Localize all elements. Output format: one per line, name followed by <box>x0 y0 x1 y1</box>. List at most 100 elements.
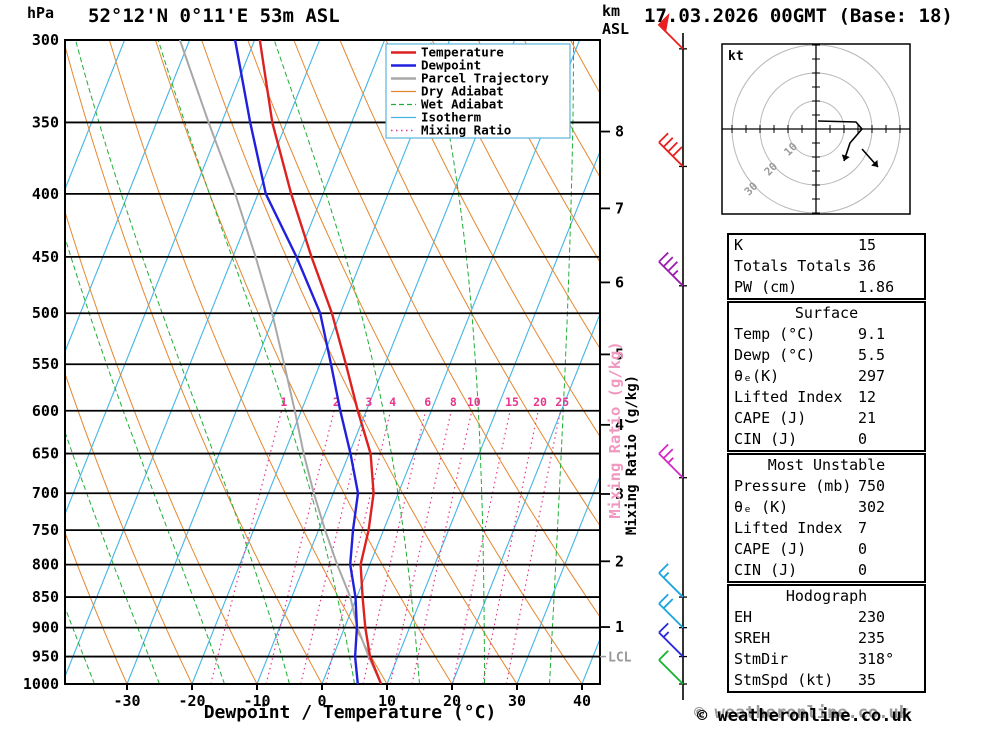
svg-text:6: 6 <box>615 273 624 291</box>
stat-label: Dewp (°C) <box>734 346 816 364</box>
stat-row: CIN (J) 0 <box>729 560 924 581</box>
svg-text:1: 1 <box>280 395 287 409</box>
wind-barb <box>658 593 684 629</box>
stat-table: Hodograph EH 230 SREH 235 StmDir 318° StmSpd (k… <box>727 584 926 693</box>
svg-text:8: 8 <box>450 395 457 409</box>
svg-text:Temperature: Temperature <box>421 45 504 60</box>
stat-label: θₑ (K) <box>734 498 789 516</box>
svg-text:800: 800 <box>32 556 59 574</box>
wind-barb <box>658 251 684 287</box>
svg-text:Wet Adiabat: Wet Adiabat <box>421 97 504 112</box>
svg-text:600: 600 <box>32 402 59 420</box>
wind-barb <box>657 12 684 50</box>
stat-label: Lifted Index <box>734 519 843 537</box>
stat-table-title: Most Unstable <box>767 456 886 474</box>
stat-value: 302 <box>858 498 886 516</box>
svg-text:650: 650 <box>32 445 59 463</box>
svg-text:900: 900 <box>32 619 59 637</box>
stat-table-title: Surface <box>794 304 859 322</box>
stat-table: Most Unstable Pressure (mb) 750 θₑ (K) 302 Li… <box>727 453 926 583</box>
wind-barb <box>658 443 684 479</box>
svg-text:Isotherm: Isotherm <box>421 110 482 125</box>
stat-value: 0 <box>858 430 868 448</box>
copyright: © weatheronline.co.uk <box>697 706 912 726</box>
svg-text:Dewpoint: Dewpoint <box>421 58 481 73</box>
svg-text:-20: -20 <box>178 692 205 710</box>
svg-text:15: 15 <box>505 395 519 409</box>
stat-value: 230 <box>858 608 886 626</box>
svg-text:20: 20 <box>443 692 461 710</box>
stat-row: Lifted Index 7 <box>729 518 924 539</box>
svg-text:-10: -10 <box>243 692 270 710</box>
stat-row: K 15 <box>729 235 924 256</box>
stat-row: CIN (J) 0 <box>729 429 924 450</box>
stat-label: K <box>734 236 744 254</box>
stat-value: 36 <box>858 257 877 275</box>
stat-row: EH 230 <box>729 607 924 628</box>
svg-text:8: 8 <box>615 123 624 141</box>
altitude-axis-unit: km ASL <box>602 2 629 38</box>
stat-value: 9.1 <box>858 325 886 343</box>
svg-text:3: 3 <box>365 395 372 409</box>
svg-text:10: 10 <box>378 692 396 710</box>
stat-table: K 15 Totals Totals 36 PW (cm) 1.86 <box>727 233 926 300</box>
wind-barb <box>658 132 684 168</box>
copyright-watermark: © weatheronline.co.uk <box>694 703 909 723</box>
svg-text:-30: -30 <box>113 692 140 710</box>
station-title: 52°12'N 0°11'E 53m ASL <box>88 5 340 27</box>
stat-label: PW (cm) <box>734 278 798 296</box>
stat-label: CAPE (J) <box>734 409 807 427</box>
stat-label: Pressure (mb) <box>734 477 852 495</box>
stat-label: CIN (J) <box>734 430 798 448</box>
stat-row: θₑ(K) 297 <box>729 366 924 387</box>
run-datetime: 17.03.2026 00GMT (Base: 18) <box>644 5 953 27</box>
altitude-unit-asl: ASL <box>602 20 630 38</box>
temperature-axis: -30 -20 -10 0 10 20 30 40 <box>113 684 591 710</box>
stat-row: PW (cm) 1.86 <box>729 277 924 298</box>
hodograph-trace <box>817 120 864 162</box>
svg-text:0: 0 <box>317 692 326 710</box>
stat-value: 235 <box>858 629 886 647</box>
svg-text:1: 1 <box>615 618 624 636</box>
wind-barb-column <box>657 12 687 700</box>
svg-text:4: 4 <box>615 416 624 434</box>
stat-label: Temp (°C) <box>734 325 816 343</box>
stat-label: StmDir <box>734 650 789 668</box>
stats-tables: K 15 Totals Totals 36 PW (cm) 1.86 Surface Temp… <box>727 233 926 694</box>
plot-border <box>64 39 601 685</box>
svg-text:550: 550 <box>32 355 59 373</box>
svg-text:10: 10 <box>467 395 481 409</box>
stat-label: Totals Totals <box>734 257 852 275</box>
stat-value: 0 <box>858 561 868 579</box>
stat-row: StmDir 318° <box>729 649 924 670</box>
stat-value: 318° <box>858 650 895 668</box>
dewpoint-curve <box>233 40 360 684</box>
stat-value: 7 <box>858 519 868 537</box>
svg-text:850: 850 <box>32 588 59 606</box>
altitude-unit-km: km <box>602 2 621 20</box>
stat-row: Totals Totals 36 <box>729 256 924 277</box>
stat-value: 0 <box>858 540 868 558</box>
wind-barb <box>658 563 684 598</box>
hodograph-unit-label: kt <box>728 49 744 64</box>
stat-row: SREH 235 <box>729 628 924 649</box>
stat-row: Temp (°C) 9.1 <box>729 324 924 345</box>
wind-barb <box>658 622 684 658</box>
svg-text:300: 300 <box>32 31 59 49</box>
svg-text:1000: 1000 <box>23 675 59 693</box>
stat-table-title: Hodograph <box>785 587 868 605</box>
stat-value: 15 <box>858 236 877 254</box>
sounding-curves <box>178 40 383 684</box>
stat-label: EH <box>734 608 753 626</box>
svg-text:950: 950 <box>32 648 59 666</box>
svg-text:Parcel Trajectory: Parcel Trajectory <box>421 71 549 86</box>
svg-text:7: 7 <box>615 199 624 217</box>
stat-table: Surface Temp (°C) 9.1 Dewp (°C) 5.5 θₑ(K) 297 L… <box>727 301 926 452</box>
svg-text:20: 20 <box>533 395 547 409</box>
stat-row: Dewp (°C) 5.5 <box>729 345 924 366</box>
stat-row: θₑ (K) 302 <box>729 497 924 518</box>
stat-label: CAPE (J) <box>734 540 807 558</box>
stat-label: CIN (J) <box>734 561 798 579</box>
